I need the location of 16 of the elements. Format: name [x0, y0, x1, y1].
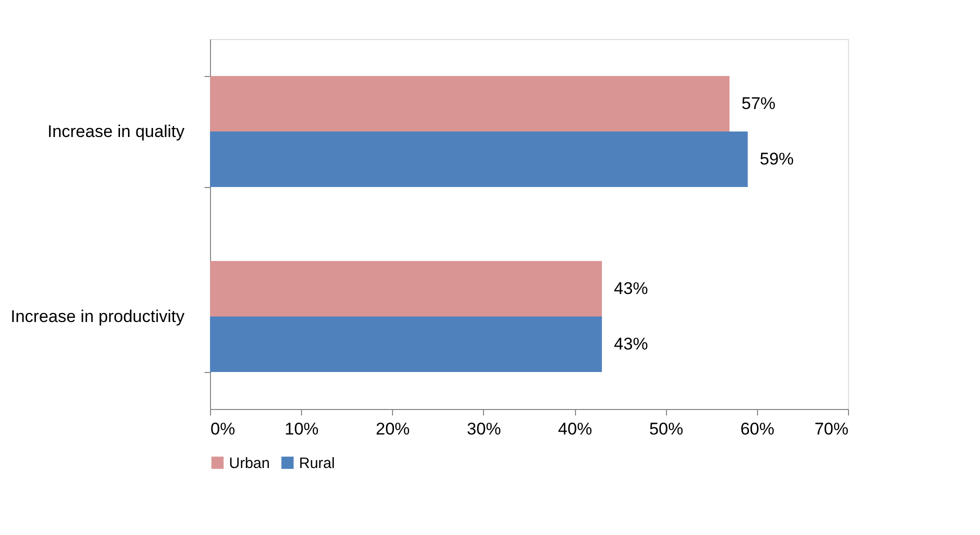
data-label: 57% — [742, 94, 776, 113]
x-tick-label: 60% — [740, 420, 774, 438]
y-tick-label: Increase in productivity — [10, 307, 185, 326]
data-label: 43% — [614, 278, 648, 298]
y-tick-label: Increase in quality — [47, 122, 185, 141]
data-label: 59% — [760, 149, 794, 168]
x-tick-label: 40% — [558, 420, 592, 438]
x-tick-label: 10% — [284, 420, 319, 438]
legend-label: Urban — [229, 454, 270, 472]
x-tick-label: 70% — [814, 420, 848, 438]
x-tick-label: 0% — [210, 420, 236, 438]
x-tick-label: 30% — [466, 420, 501, 438]
x-tick-label: 50% — [649, 420, 684, 438]
x-tick-label: 20% — [376, 420, 410, 438]
legend-label: Rural — [299, 454, 335, 472]
data-label: 43% — [614, 334, 648, 354]
